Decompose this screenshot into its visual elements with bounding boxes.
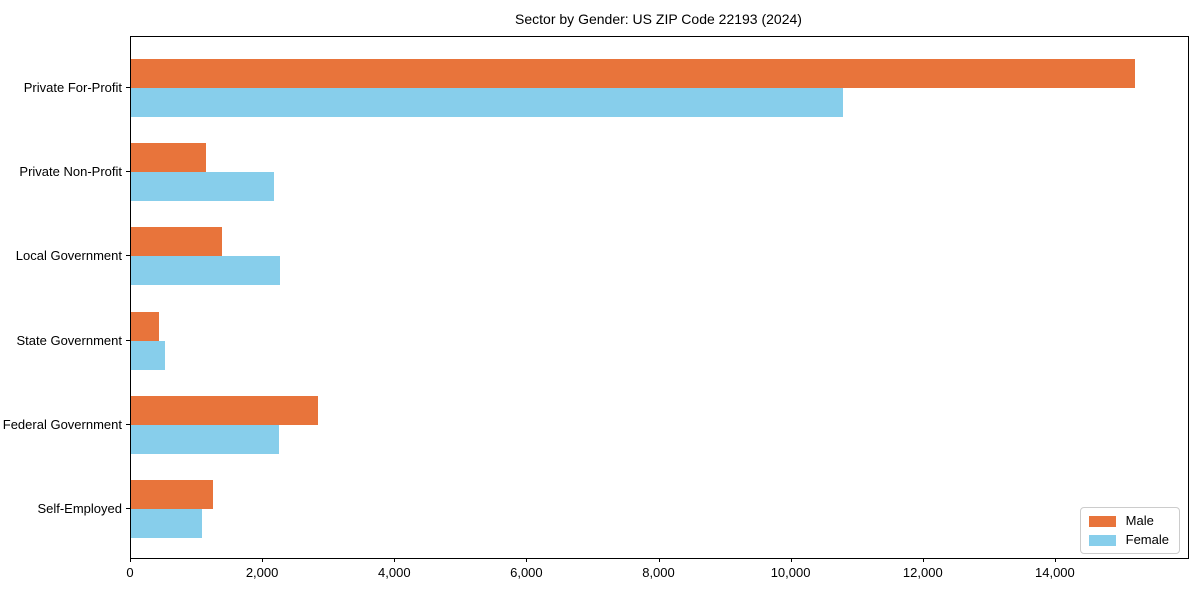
x-axis-label: 14,000 bbox=[1035, 565, 1075, 580]
y-axis-tick bbox=[126, 339, 130, 341]
bar-male-5 bbox=[131, 480, 213, 509]
bar-male-2 bbox=[131, 227, 222, 257]
legend-label: Female bbox=[1125, 532, 1169, 547]
x-axis-tick bbox=[130, 558, 131, 562]
legend-item-female: Female bbox=[1088, 532, 1169, 547]
bar-male-3 bbox=[131, 311, 159, 341]
bar-female-3 bbox=[131, 340, 166, 370]
y-axis-label: Local Government bbox=[15, 248, 122, 264]
y-axis-label: Private Non-Profit bbox=[19, 164, 122, 180]
x-axis-tick bbox=[394, 558, 396, 562]
x-axis-label: 4,000 bbox=[378, 565, 411, 580]
y-axis-label: Federal Government bbox=[2, 416, 122, 432]
bar-female-2 bbox=[131, 256, 281, 286]
legend-item-male: Male bbox=[1088, 513, 1169, 528]
chart-title: Sector by Gender: US ZIP Code 22193 (202… bbox=[515, 11, 802, 27]
x-axis-tick bbox=[658, 558, 660, 562]
x-axis-label: 0 bbox=[126, 565, 134, 580]
y-axis-tick bbox=[126, 171, 130, 173]
y-axis-tick bbox=[126, 87, 130, 88]
x-axis-label: 12,000 bbox=[902, 565, 943, 580]
y-axis-tick bbox=[126, 255, 130, 257]
legend-swatch-female bbox=[1088, 534, 1116, 546]
legend-swatch-male bbox=[1088, 515, 1116, 527]
legend: Male Female bbox=[1079, 507, 1180, 554]
y-axis-tick bbox=[126, 423, 130, 425]
x-axis-tick bbox=[262, 558, 264, 562]
x-axis-tick bbox=[1054, 558, 1056, 562]
bar-male-0 bbox=[131, 59, 1136, 88]
x-axis-label: 8,000 bbox=[642, 565, 675, 580]
x-axis-tick bbox=[790, 558, 792, 562]
x-axis-label: 10,000 bbox=[770, 565, 811, 580]
plot-area: Male Female bbox=[130, 36, 1189, 559]
legend-label: Male bbox=[1125, 513, 1154, 528]
x-axis-label: 6,000 bbox=[510, 565, 543, 580]
bar-female-4 bbox=[131, 424, 279, 454]
bar-female-5 bbox=[131, 509, 202, 538]
y-axis-label: State Government bbox=[16, 332, 123, 348]
y-axis-tick bbox=[126, 508, 130, 509]
bar-female-0 bbox=[131, 88, 843, 117]
bar-female-1 bbox=[131, 172, 274, 202]
y-axis-label: Private For-Profit bbox=[23, 80, 122, 95]
bar-male-1 bbox=[131, 143, 207, 173]
x-axis-label: 2,000 bbox=[245, 565, 279, 580]
y-axis-label: Self-Employed bbox=[37, 501, 122, 516]
bar-male-4 bbox=[131, 395, 318, 425]
x-axis-tick bbox=[526, 558, 528, 562]
x-axis-tick bbox=[922, 558, 924, 562]
